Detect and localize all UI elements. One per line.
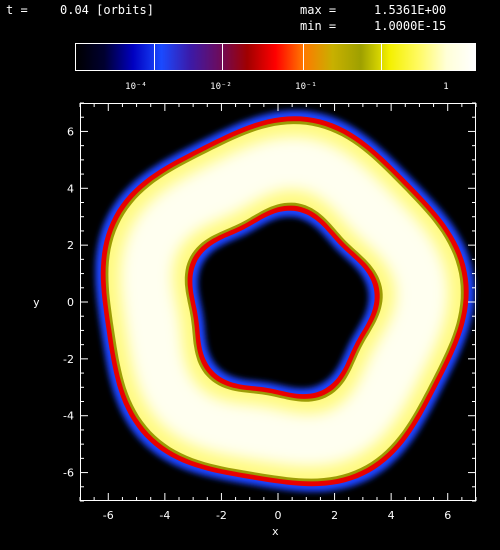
x-tick-label: 2 — [331, 509, 338, 522]
colorbar-label-1: 1 — [443, 82, 449, 92]
colorbar-tick — [381, 44, 383, 70]
colorbar-label-1e-4: 10⁻⁴ — [125, 82, 147, 92]
max-value: 1.5361E+00 — [374, 3, 447, 17]
x-tick-label: -4 — [159, 509, 170, 522]
colorbar — [75, 43, 476, 71]
colorbar-label-1e-2: 10⁻² — [210, 82, 232, 92]
colorbar-tick — [153, 44, 155, 70]
y-tick-label: -6 — [63, 467, 74, 480]
ring-core — [120, 136, 449, 467]
colorbar-tick — [221, 44, 223, 70]
time-value: 0.04 [orbits] — [60, 3, 154, 17]
colorbar-tick — [303, 44, 305, 70]
y-tick-label: -4 — [63, 410, 74, 423]
min-label: min = — [300, 19, 337, 33]
x-tick-label: 4 — [388, 509, 395, 522]
x-tick-label: 0 — [275, 509, 282, 522]
y-axis-label: y — [33, 296, 40, 309]
y-tick-label: -2 — [63, 353, 74, 366]
x-tick-label: -2 — [216, 509, 227, 522]
y-tick-label: 0 — [67, 296, 74, 309]
colorbar-label-1e-1: 10⁻¹ — [295, 82, 317, 92]
x-tick-label: -6 — [103, 509, 114, 522]
y-tick-label: 2 — [67, 239, 74, 252]
y-tick-label: 4 — [67, 182, 74, 195]
max-label: max = — [300, 3, 337, 17]
min-value: 1.0000E-15 — [374, 19, 447, 33]
time-label: t = — [6, 3, 28, 17]
x-tick-label: 6 — [444, 509, 451, 522]
x-axis-label: x — [272, 525, 279, 538]
plot-frame — [80, 103, 476, 501]
y-tick-label: 6 — [67, 125, 74, 138]
